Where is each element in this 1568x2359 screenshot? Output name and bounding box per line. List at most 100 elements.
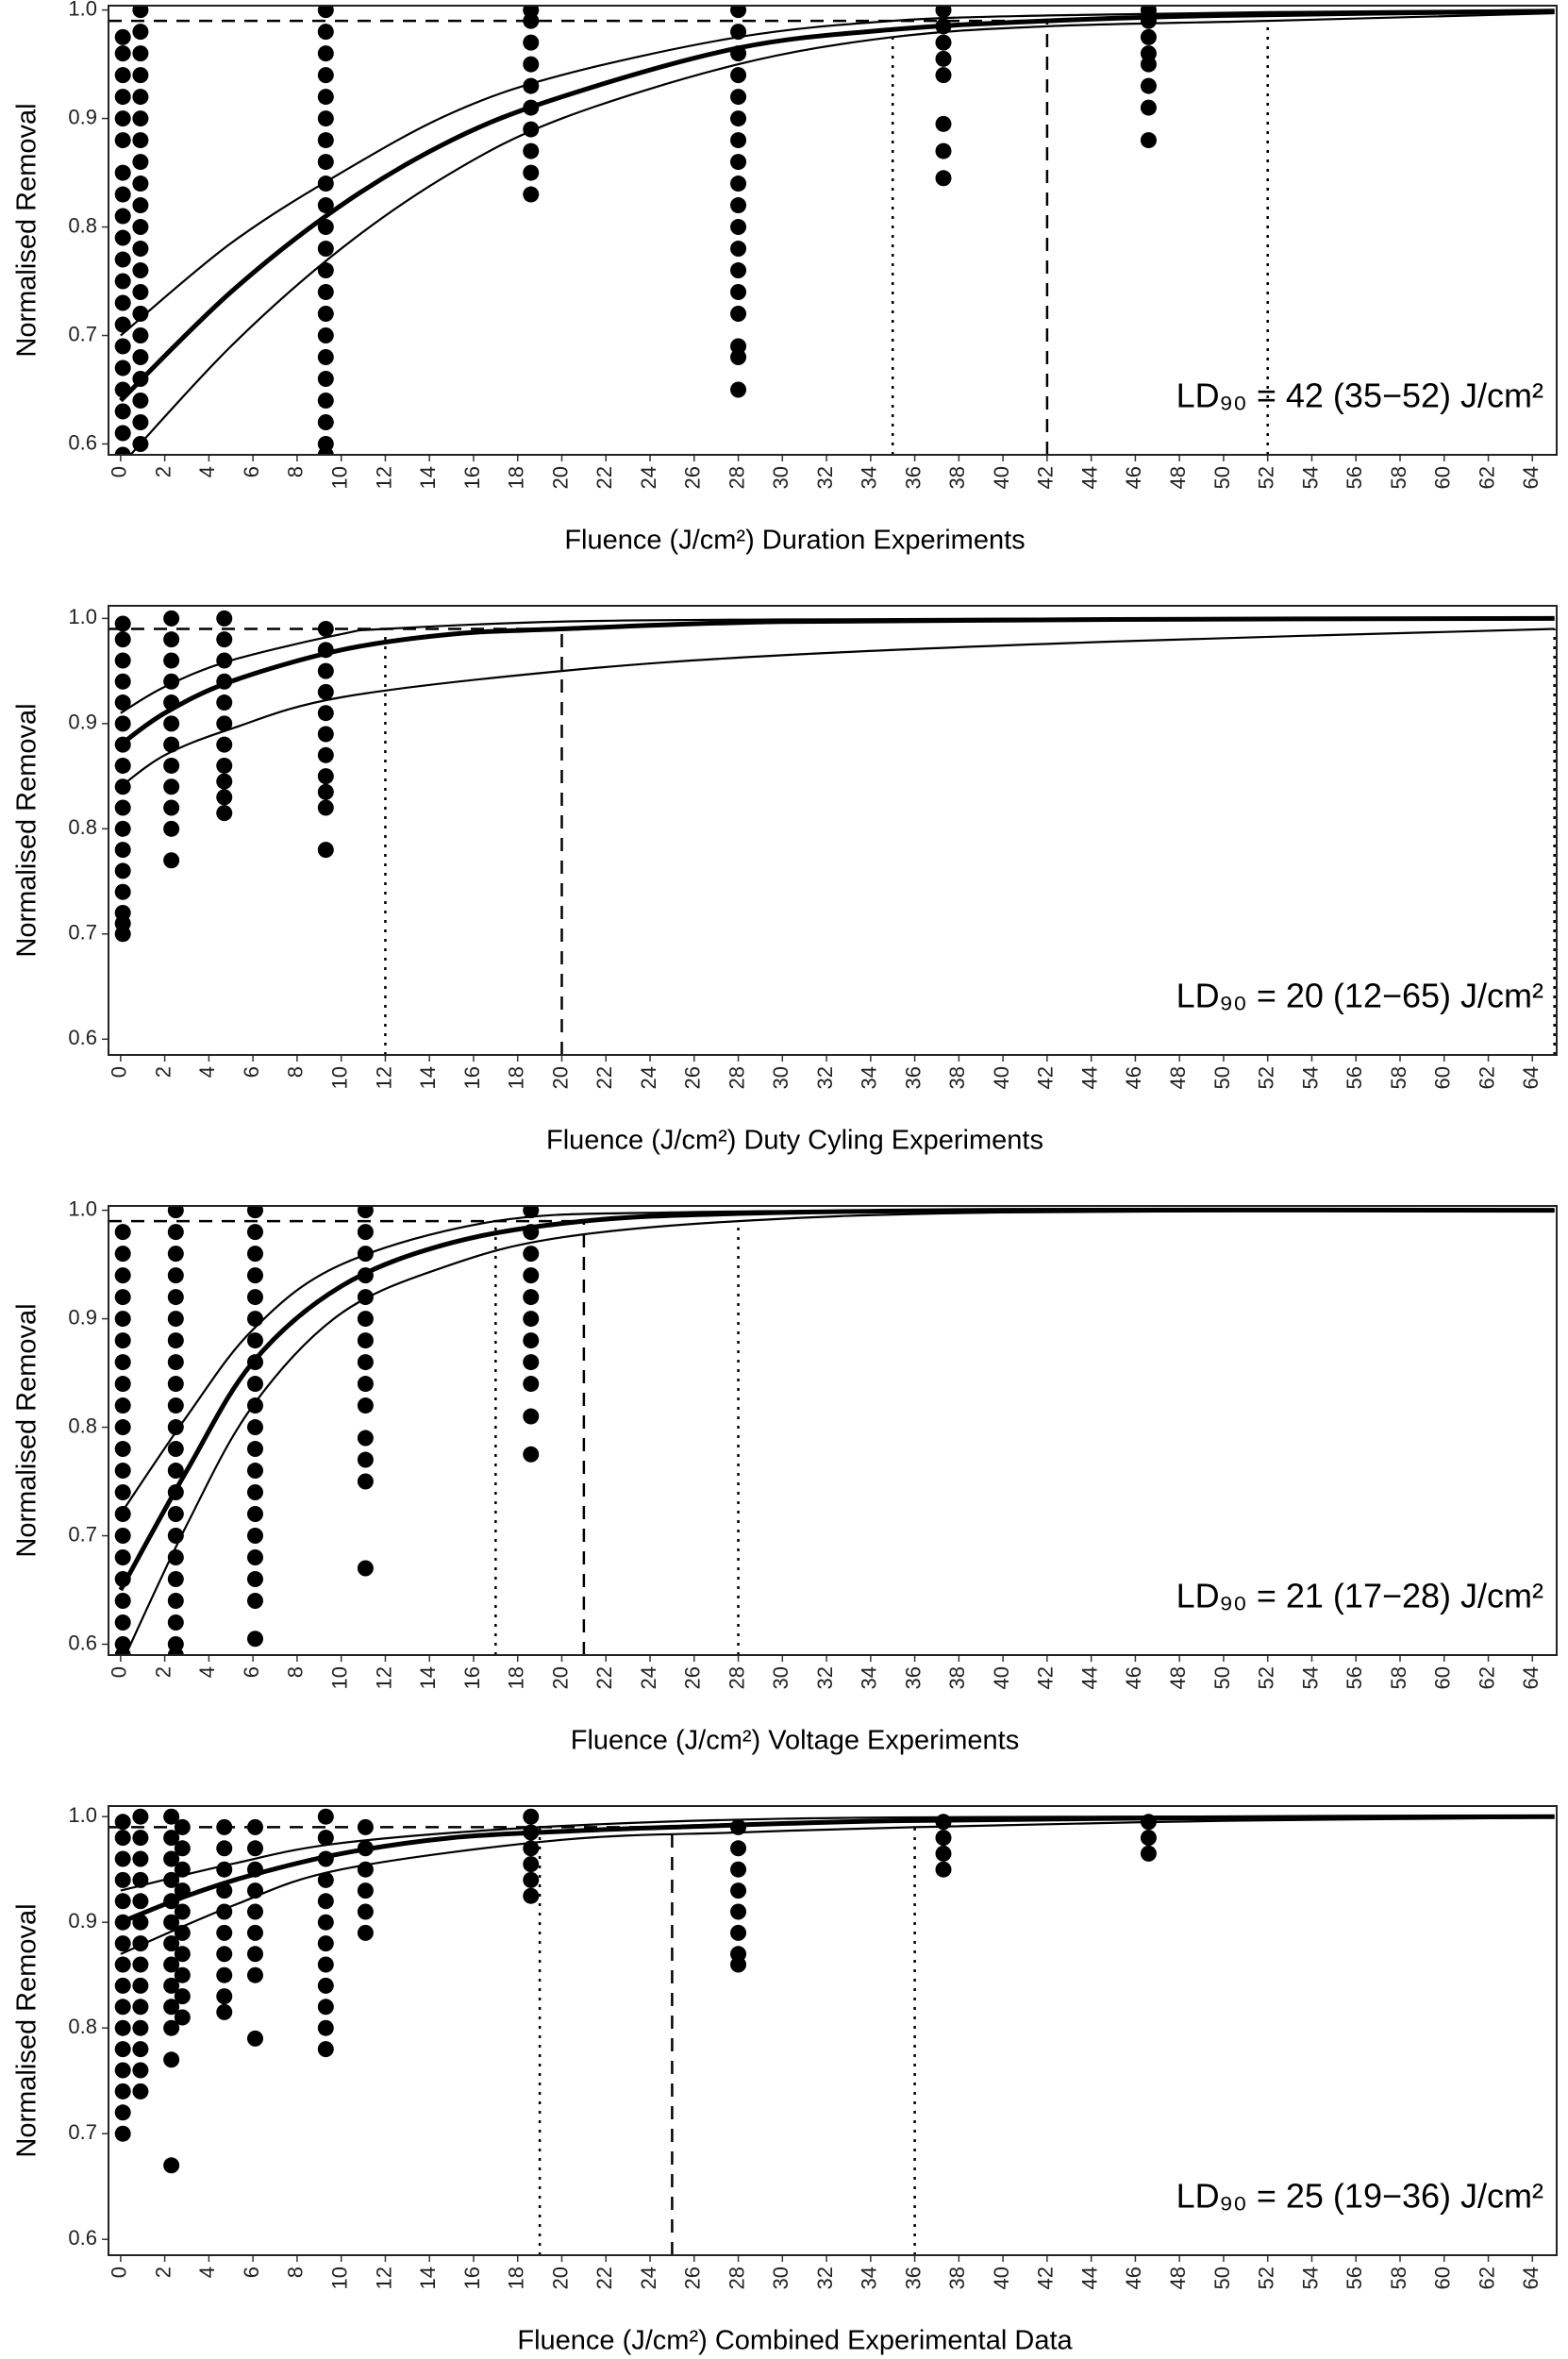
point — [114, 360, 131, 376]
x-tick-label: 50 — [1210, 1066, 1234, 1089]
point — [114, 1441, 131, 1458]
point — [114, 1935, 131, 1952]
x-tick-label: 22 — [592, 466, 616, 489]
point — [730, 176, 747, 192]
point — [114, 294, 131, 311]
x-tick-label: 18 — [505, 1066, 528, 1089]
point — [730, 67, 747, 84]
x-tick-label: 46 — [1122, 1066, 1145, 1089]
point — [167, 1224, 184, 1241]
x-tick-label: 48 — [1166, 1666, 1190, 1689]
x-tick-label: 18 — [505, 1666, 528, 1689]
x-tick-label: 4 — [195, 1666, 219, 1678]
y-axis-title: Normalised Removal — [12, 103, 42, 357]
panel: 0.60.70.80.91.00 2 4 6 8 10 12 14 16 18 20 22 24 26 28… — [12, 605, 1558, 1156]
y-tick-label: 0.6 — [68, 430, 97, 454]
point — [523, 1856, 540, 1873]
x-tick-label: 32 — [813, 1066, 837, 1089]
x-tick-label: 40 — [990, 2267, 1013, 2289]
x-tick-label: 26 — [681, 466, 705, 489]
y-tick-label: 0.6 — [68, 1026, 97, 1049]
point — [730, 262, 747, 279]
point — [114, 862, 131, 879]
x-tick-label: 24 — [637, 2267, 660, 2289]
point — [357, 1903, 374, 1920]
point — [114, 715, 131, 732]
x-tick-label: 50 — [1210, 2267, 1234, 2289]
point — [132, 45, 149, 62]
x-tick-label: 32 — [813, 466, 837, 489]
x-tick-label: 6 — [240, 1066, 263, 1078]
x-tick-label: 60 — [1431, 1666, 1455, 1689]
point — [167, 1506, 184, 1523]
point — [246, 1419, 263, 1436]
x-tick-label: 48 — [1166, 2267, 1190, 2289]
x-tick-label: 34 — [858, 1666, 881, 1689]
point — [114, 316, 131, 333]
point — [163, 610, 180, 627]
point — [317, 436, 334, 453]
x-tick-label: 14 — [416, 1066, 440, 1089]
point — [246, 1631, 263, 1648]
point — [114, 1311, 131, 1328]
x-tick-label: 28 — [725, 1666, 748, 1689]
x-tick-label: 10 — [327, 2267, 351, 2289]
x-tick-label: 6 — [240, 466, 263, 477]
point — [523, 1246, 540, 1263]
x-tick-label: 26 — [681, 2267, 705, 2289]
point — [317, 67, 334, 84]
x-tick-label: 12 — [372, 2267, 395, 2289]
point — [114, 1549, 131, 1566]
point — [523, 56, 540, 73]
x-tick-label: 22 — [592, 1666, 616, 1689]
point — [317, 219, 334, 236]
x-tick-label: 36 — [901, 466, 925, 489]
point — [1140, 132, 1157, 149]
point — [174, 1988, 191, 2005]
point — [114, 2125, 131, 2142]
point — [246, 1463, 263, 1480]
point — [114, 1814, 131, 1831]
point — [357, 1924, 374, 1941]
point — [114, 273, 131, 290]
point — [523, 142, 540, 159]
x-tick-label: 30 — [769, 1066, 792, 1089]
x-tick-label: 52 — [1255, 1666, 1278, 1689]
point — [132, 1999, 149, 2016]
y-tick-label: 1.0 — [68, 0, 97, 20]
x-tick-label: 40 — [990, 466, 1013, 489]
x-tick-label: 36 — [901, 2267, 925, 2289]
point — [730, 89, 747, 106]
point — [114, 820, 131, 837]
point — [730, 1840, 747, 1857]
point — [246, 1484, 263, 1501]
x-tick-label: 42 — [1034, 2267, 1058, 2289]
point — [523, 1206, 540, 1219]
point — [132, 414, 149, 431]
point — [317, 132, 334, 149]
point — [246, 1376, 263, 1393]
point — [317, 306, 334, 323]
point — [317, 393, 334, 410]
x-tick-label: 20 — [548, 1066, 572, 1089]
point — [114, 673, 131, 690]
x-tick-label: 6 — [240, 1666, 263, 1678]
point — [935, 142, 952, 159]
point — [163, 1956, 180, 1973]
x-tick-label: 44 — [1077, 466, 1101, 489]
x-axis-title: Fluence (J/cm²) Duration Experiments — [564, 526, 1025, 556]
point — [114, 631, 131, 648]
point — [216, 1924, 233, 1941]
point — [132, 67, 149, 84]
point — [523, 34, 540, 51]
point — [357, 1376, 374, 1393]
point — [317, 284, 334, 301]
panel: 0.60.70.80.91.00 2 4 6 8 10 12 14 16 18 20 22 24 26 28… — [12, 1196, 1558, 1756]
x-tick-label: 52 — [1255, 1066, 1278, 1089]
point — [246, 1946, 263, 1963]
x-tick-label: 56 — [1343, 2267, 1366, 2289]
point — [114, 1397, 131, 1414]
point — [163, 715, 180, 732]
point — [357, 1311, 374, 1328]
point — [167, 1354, 184, 1371]
